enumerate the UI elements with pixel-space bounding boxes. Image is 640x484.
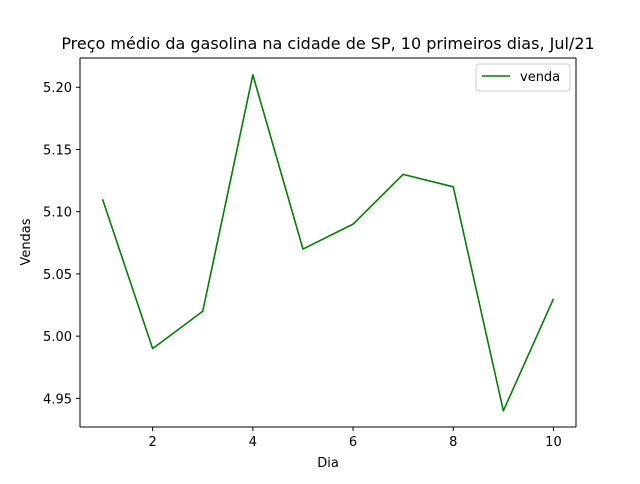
x-tick-label: 4	[249, 435, 257, 450]
y-tick-label: 5.05	[43, 268, 72, 283]
y-tick-label: 5.00	[43, 330, 72, 345]
x-tick-label: 10	[545, 435, 562, 450]
y-tick-label: 5.10	[43, 206, 72, 221]
x-tick-label: 2	[149, 435, 157, 450]
y-tick-label: 5.15	[43, 143, 72, 158]
legend: venda	[476, 64, 570, 91]
x-axis-label: Dia	[317, 456, 339, 471]
legend-label-venda: venda	[520, 70, 560, 85]
plot-area	[80, 58, 576, 427]
x-tick-label: 6	[349, 435, 357, 450]
chart-title: Preço médio da gasolina na cidade de SP,…	[61, 34, 594, 53]
y-tick-label: 5.20	[43, 81, 72, 96]
x-tick-label: 8	[449, 435, 457, 450]
y-tick-label: 4.95	[43, 392, 72, 407]
y-axis-label: Vendas	[19, 218, 34, 265]
